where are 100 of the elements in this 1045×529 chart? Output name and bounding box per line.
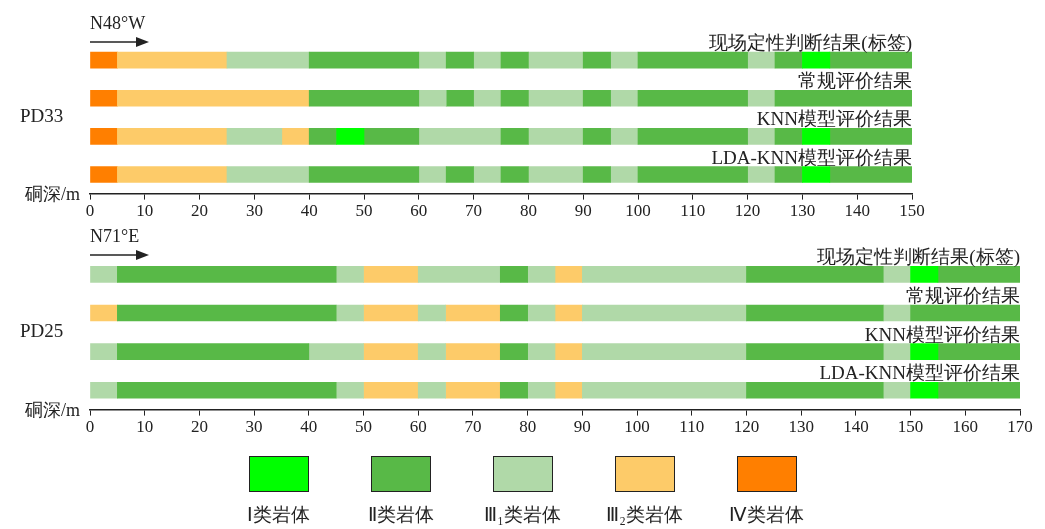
bar <box>226 166 310 183</box>
bar <box>829 128 912 145</box>
bar <box>910 266 939 283</box>
bar <box>774 166 803 183</box>
x-tick-label: 60 <box>410 201 428 221</box>
bar <box>445 166 474 183</box>
bar <box>473 89 502 107</box>
bar <box>582 304 747 322</box>
y-tick-label: 常规评价结果 <box>906 284 1020 306</box>
bar <box>308 51 420 69</box>
bar <box>937 381 1020 399</box>
bar <box>445 381 501 399</box>
bar <box>774 51 803 69</box>
bar <box>363 128 420 145</box>
bar <box>417 343 446 360</box>
y-tick-label: KNN模型评价结果 <box>864 323 1020 345</box>
bar <box>610 51 639 69</box>
bar <box>882 381 911 399</box>
x-tick-label: 80 <box>519 201 537 221</box>
bar <box>117 304 337 322</box>
bar <box>117 128 228 145</box>
bar <box>882 343 911 360</box>
legend-label: Ⅳ类岩体 <box>729 503 804 527</box>
bar <box>937 343 1020 360</box>
bar <box>747 51 776 69</box>
bar <box>910 343 939 360</box>
bar <box>308 89 420 107</box>
bar <box>473 51 502 69</box>
bar <box>747 89 776 107</box>
bar <box>90 381 118 399</box>
bar <box>637 166 748 183</box>
bar <box>610 166 639 183</box>
x-tick-label: 0 <box>85 201 95 221</box>
x-tick-label: 160 <box>952 417 979 437</box>
bar <box>527 266 556 283</box>
bar <box>445 304 501 322</box>
x-tick-label: 30 <box>245 417 263 437</box>
bar <box>528 51 584 69</box>
bar <box>802 51 831 69</box>
bar <box>363 381 419 399</box>
bar <box>226 128 283 145</box>
bar <box>335 266 364 283</box>
x-tick-label: 90 <box>573 417 591 437</box>
x-tick-label: 140 <box>843 417 869 437</box>
bar <box>363 304 419 322</box>
bar <box>910 304 1020 322</box>
bar <box>582 51 611 69</box>
bar <box>90 304 118 322</box>
bar <box>910 381 939 399</box>
x-tick-label: 120 <box>734 201 761 221</box>
x-tick-label: 100 <box>625 201 651 221</box>
x-tick-label: 150 <box>897 417 924 437</box>
bar <box>417 304 446 322</box>
bar <box>117 51 228 69</box>
bar <box>499 266 528 283</box>
bar <box>554 343 583 360</box>
bar <box>527 381 556 399</box>
bar <box>445 343 501 360</box>
bar <box>554 266 583 283</box>
x-axis-title: 硐深/m <box>23 184 80 205</box>
bar <box>637 51 748 69</box>
x-tick-label: 70 <box>464 417 482 437</box>
legend-label: Ⅲ₁类岩体 <box>484 503 561 527</box>
bar <box>90 51 118 69</box>
annotation: N71°E <box>90 226 140 246</box>
bar <box>500 128 529 145</box>
x-tick-label: 120 <box>733 417 760 437</box>
x-tick-label: 20 <box>190 417 208 437</box>
bar <box>802 166 831 183</box>
bar <box>747 166 776 183</box>
x-tick-label: 40 <box>300 417 318 437</box>
bar <box>445 51 474 69</box>
legend-label: Ⅰ类岩体 <box>247 503 310 527</box>
bar <box>117 343 310 360</box>
bar <box>610 89 639 107</box>
x-tick-label: 130 <box>789 201 816 221</box>
bar <box>554 381 583 399</box>
y-tick-label: LDA-KNN模型评价结果 <box>711 146 912 168</box>
x-tick-label: 130 <box>788 417 814 437</box>
bar <box>746 343 884 360</box>
x-axis-title: 硐深/m <box>23 400 80 421</box>
bar <box>117 166 228 183</box>
x-tick-label: 170 <box>1007 417 1033 437</box>
bar <box>500 51 529 69</box>
bar <box>582 343 747 360</box>
x-tick-label: 30 <box>245 201 263 221</box>
bar <box>527 343 556 360</box>
bar <box>363 266 419 283</box>
bar <box>90 89 118 107</box>
bar <box>308 166 420 183</box>
x-tick-label: 150 <box>899 201 925 221</box>
y-axis-title: PD33 <box>20 105 64 127</box>
bar <box>582 166 611 183</box>
bar <box>554 304 583 322</box>
x-tick-label: 50 <box>355 201 373 221</box>
y-tick-label: KNN模型评价结果 <box>756 108 912 130</box>
bar <box>308 128 337 145</box>
x-tick-label: 70 <box>465 201 483 221</box>
x-tick-label: 90 <box>574 201 592 221</box>
bar <box>829 166 912 183</box>
